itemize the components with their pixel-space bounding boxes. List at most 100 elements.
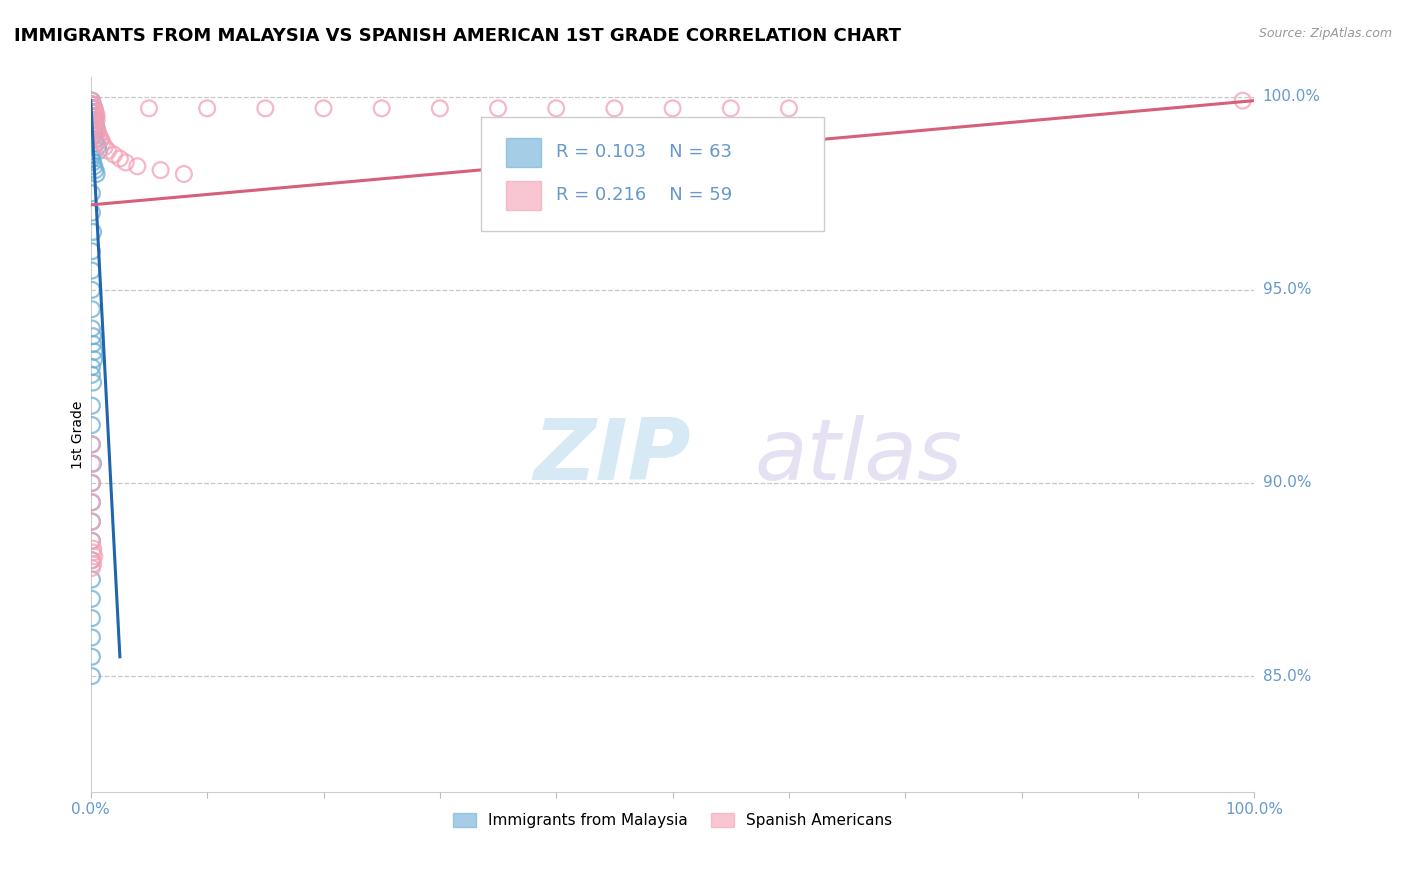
Point (80, 573, 103, 587)
Point (80, 263, 103, 277)
Point (86, 124, 108, 138)
Point (1232, 94, 1254, 108)
Point (80, 124, 103, 138)
Point (83, 117, 105, 131)
Text: 90.0%: 90.0% (1263, 475, 1312, 491)
Point (82, 376, 104, 390)
Point (80, 475, 103, 490)
Point (87, 128, 110, 143)
Point (82, 329, 104, 343)
Point (87, 124, 110, 138)
Point (103, 147, 125, 161)
Y-axis label: 1st Grade: 1st Grade (72, 401, 86, 469)
Text: atlas: atlas (754, 415, 962, 498)
Point (312, 101, 335, 115)
Point (86, 120, 108, 135)
Text: 85.0%: 85.0% (1263, 669, 1310, 683)
Point (83, 159, 105, 173)
Point (83, 352, 105, 367)
Point (80, 205, 103, 219)
Point (82, 225, 104, 239)
FancyBboxPatch shape (506, 138, 541, 167)
Point (80, 152, 103, 166)
Point (80, 97, 103, 112)
Point (86, 112, 108, 127)
Text: 95.0%: 95.0% (1263, 283, 1312, 297)
Point (87, 140, 110, 154)
Point (80, 553, 103, 567)
Point (83, 105, 105, 120)
Point (82, 128, 104, 143)
Point (149, 163, 172, 178)
Point (83, 105, 105, 120)
Point (80, 457, 103, 471)
Point (80, 437, 103, 451)
Point (80, 283, 103, 297)
Point (82, 457, 104, 471)
Point (80, 475, 103, 490)
Point (80, 105, 103, 120)
Point (486, 101, 509, 115)
Point (80, 649, 103, 664)
Point (82, 124, 104, 138)
Point (89, 132, 111, 146)
Point (83, 549, 105, 564)
Point (83, 117, 105, 131)
Point (82, 541, 104, 556)
Point (80, 437, 103, 451)
Point (84, 109, 107, 123)
FancyBboxPatch shape (506, 181, 541, 210)
Point (108, 152, 131, 166)
Text: R = 0.103    N = 63: R = 0.103 N = 63 (557, 144, 733, 161)
Point (720, 101, 742, 115)
Point (254, 101, 277, 115)
Point (82, 337, 104, 351)
Point (80, 117, 103, 131)
Point (80, 120, 103, 135)
Point (82, 97, 104, 112)
Point (429, 101, 451, 115)
Point (80, 533, 103, 548)
Point (82, 109, 104, 123)
Point (82, 101, 104, 115)
Point (80, 515, 103, 529)
Point (82, 545, 104, 559)
Point (80, 112, 103, 127)
Point (86, 109, 108, 123)
Point (84, 163, 107, 178)
Point (80, 533, 103, 548)
Point (80, 611, 103, 625)
Point (86, 167, 108, 181)
Point (546, 101, 568, 115)
Point (82, 112, 104, 127)
Point (84, 120, 107, 135)
Point (84, 132, 107, 146)
Point (138, 101, 160, 115)
Point (86, 136, 108, 150)
Point (80, 124, 103, 138)
Point (82, 117, 104, 131)
Point (82, 557, 104, 571)
Point (82, 155, 104, 169)
Point (80, 109, 103, 123)
Point (80, 631, 103, 645)
Point (80, 112, 103, 127)
Point (83, 101, 105, 115)
Text: Source: ZipAtlas.com: Source: ZipAtlas.com (1258, 27, 1392, 40)
Text: ZIP: ZIP (533, 415, 690, 498)
Point (84, 109, 107, 123)
Point (114, 155, 136, 169)
Point (661, 101, 683, 115)
Point (80, 399, 103, 413)
Point (80, 553, 103, 567)
Point (80, 244, 103, 259)
Text: R = 0.216    N = 59: R = 0.216 N = 59 (557, 186, 733, 204)
Point (80, 302, 103, 317)
Point (173, 167, 195, 181)
Point (80, 186, 103, 201)
Point (127, 159, 149, 173)
Point (80, 101, 103, 115)
Point (84, 117, 107, 131)
Point (80, 495, 103, 509)
Point (80, 561, 103, 575)
